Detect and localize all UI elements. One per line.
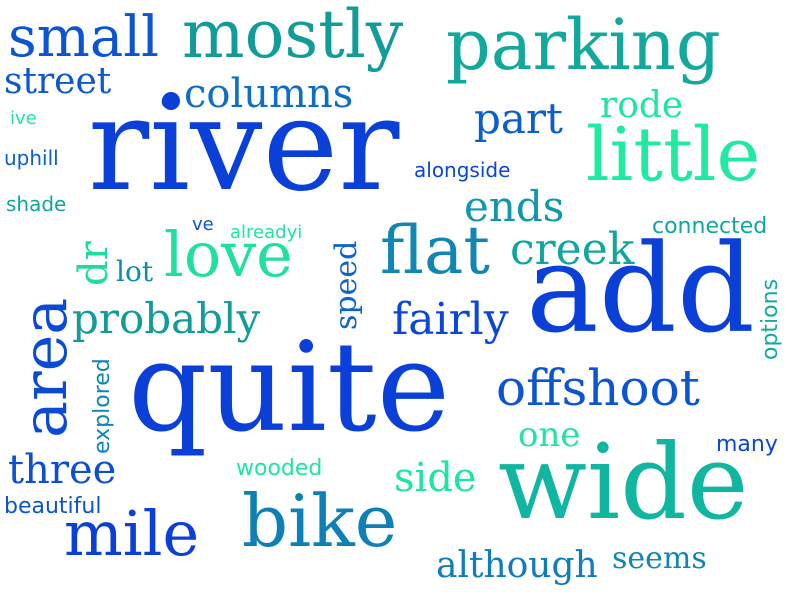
word-connected: connected [652, 214, 768, 239]
word-seems: seems [612, 541, 707, 576]
word-alreadyi: alreadyi [230, 222, 303, 243]
word-shade: shade [6, 192, 67, 216]
word-ive: ive [10, 108, 37, 129]
word-parking: parking [446, 4, 721, 86]
word-speed: speed [329, 240, 364, 330]
word-area: area [8, 297, 81, 438]
word-three: three [8, 447, 117, 493]
word-river: river [88, 71, 400, 220]
word-dr: dr [71, 241, 117, 286]
word-wide: wide [498, 421, 749, 543]
word-bike: bike [242, 479, 398, 563]
word-explored: explored [90, 358, 115, 454]
word-rode: rode [600, 85, 684, 126]
word-little: little [586, 112, 761, 198]
word-alongside: alongside [414, 158, 511, 182]
word-lot: lot [116, 255, 154, 288]
dot-mark [162, 92, 180, 110]
word-ve: ve [192, 214, 214, 235]
word-part: part [474, 94, 563, 143]
word-side: side [394, 455, 477, 501]
word-creek: creek [510, 224, 635, 275]
word-street: street [4, 61, 112, 102]
word-uphill: uphill [4, 146, 59, 170]
word-although: although [436, 545, 598, 586]
word-many: many [716, 432, 778, 457]
word-one: one [518, 415, 581, 455]
word-flat: flat [380, 212, 490, 289]
word-offshoot: offshoot [496, 359, 700, 417]
word-add: add [526, 218, 755, 360]
word-ends: ends [464, 182, 565, 231]
word-mile: mile [64, 497, 200, 570]
word-probably: probably [72, 294, 261, 343]
word-options: options [758, 278, 783, 360]
word-beautiful: beautiful [4, 494, 102, 519]
word-love: love [164, 218, 293, 291]
word-mostly: mostly [182, 0, 404, 73]
word-wooded: wooded [236, 456, 323, 481]
word-columns: columns [184, 71, 354, 117]
word-fairly: fairly [392, 294, 509, 345]
word-small: small [8, 5, 160, 70]
word-quite: quite [128, 316, 451, 460]
